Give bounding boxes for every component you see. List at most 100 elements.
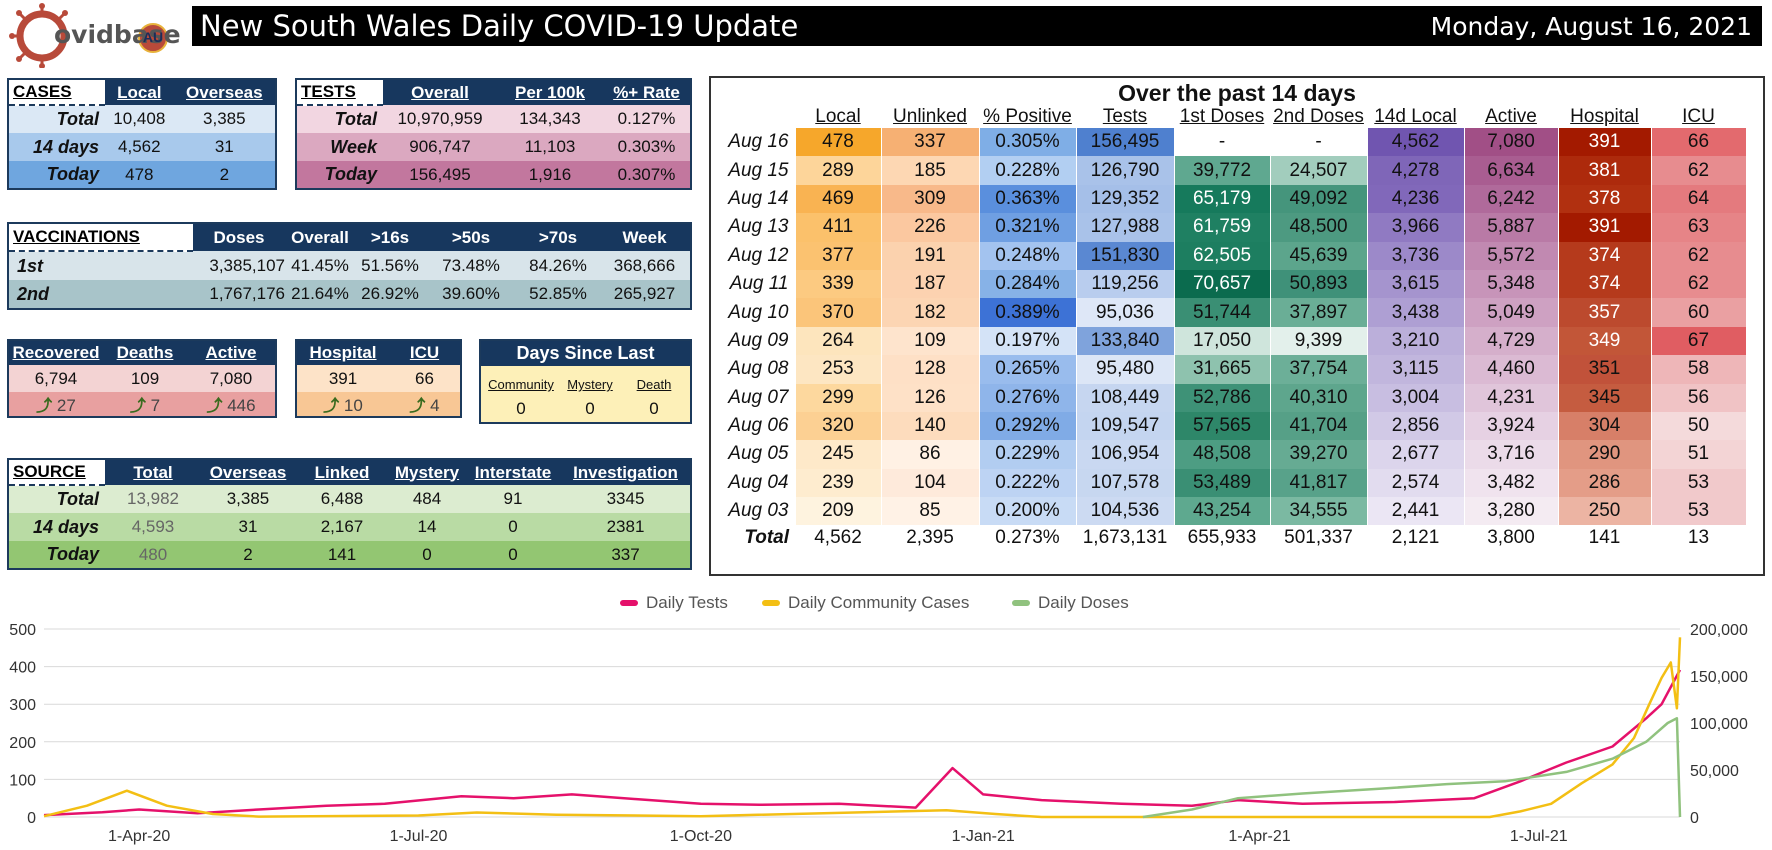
past-14-cell: 304 [1558, 411, 1652, 441]
past-14-cell: 187 [881, 269, 980, 299]
past-14-cell: 129,352 [1076, 184, 1175, 214]
past-14-cell: 309 [881, 184, 980, 214]
logo: ovidbase AU [8, 2, 181, 69]
past-14-cell: 374 [1558, 269, 1652, 299]
past-14-cell: 109,547 [1076, 411, 1175, 441]
x-tick-label: 1-Apr-20 [108, 828, 170, 845]
past-14-cell: 108,449 [1076, 383, 1175, 412]
past-14-cell: 104,536 [1076, 497, 1175, 526]
past-14-date: Aug 04 [711, 468, 796, 498]
past-14-date: Aug 09 [711, 326, 796, 356]
past-14-cell: 151,830 [1076, 241, 1175, 270]
past-14-cell: 191 [881, 241, 980, 270]
past-14-cell: 52,786 [1174, 383, 1271, 412]
past-14-cell: 119,256 [1076, 269, 1175, 299]
past-14-cell: 182 [881, 298, 980, 327]
past-14-cell: 133,840 [1076, 326, 1175, 356]
past-14-cell: 0.321% [979, 213, 1077, 242]
past-14-col-6: 14d Local [1374, 105, 1457, 127]
past-14-cell: 337 [881, 128, 980, 157]
past-14-cell: 41,817 [1270, 468, 1368, 498]
past-14-row: Aug 16 478 337 0.305% 156,495- -4,562 7,080 391… [711, 128, 1747, 157]
past-14-cell: 3,966 [1367, 213, 1465, 242]
series-line-2 [1142, 717, 1682, 819]
past-14-cell: 128 [881, 355, 980, 384]
right-tick-label: 0 [1690, 810, 1699, 827]
past-14-col-9: ICU [1682, 105, 1715, 127]
past-14-cell: 290 [1558, 440, 1652, 469]
vaccinations-title: VACCINATIONS [8, 223, 193, 252]
past-14-date: Aug 05 [711, 440, 796, 469]
past-14-cell: 65,179 [1174, 184, 1271, 214]
past-14-cell: 245 [795, 440, 882, 469]
past-14-row: Aug 11 339 187 0.284% 119,256 70,657 50,893 3,6… [711, 269, 1747, 299]
past-14-cell: - [1270, 128, 1368, 157]
past-14-cell: 67 [1651, 326, 1747, 356]
past-14-cell: 3,924 [1464, 411, 1559, 441]
past-14-cell: 62 [1651, 269, 1747, 299]
legend-label: Daily Tests [646, 593, 728, 612]
past-14-cell: 107,578 [1076, 468, 1175, 498]
past-14-cell: 351 [1558, 355, 1652, 384]
past-14-cell: 4,236 [1367, 184, 1465, 214]
past-14-cell: 39,772 [1174, 156, 1271, 185]
past-14-cell: 374 [1558, 241, 1652, 270]
past-14-cell: 391 [1558, 213, 1652, 242]
past-14-cell: 0.229% [979, 440, 1077, 469]
x-tick-label: 1-Jul-20 [390, 828, 448, 845]
past-14-cell: 5,572 [1464, 241, 1559, 270]
past-14-cell: 127,988 [1076, 213, 1175, 242]
vaccinations-row-2nd: 2nd 1,767,176 21.64% 26.92% 39.60% 52.85… [8, 280, 691, 309]
past-14-row: Aug 09 264 109 0.197% 133,840 17,050 9,399 3,21… [711, 326, 1747, 356]
past-14-cell: 37,754 [1270, 355, 1368, 384]
past-14-cell: 95,480 [1076, 355, 1175, 384]
past-14-date: Aug 07 [711, 383, 796, 412]
past-14-cell: 286 [1558, 468, 1652, 498]
tests-row-week: Week 906,747 11,103 0.303% [296, 133, 691, 161]
past-14-cell: 0.197% [979, 326, 1077, 356]
past-14-cell: 377 [795, 241, 882, 270]
past-14-cell: 0.284% [979, 269, 1077, 299]
hospital-table: Hospital ICU 391 66 ⤴ 10 ⤴ 4 [295, 339, 462, 418]
past-14-cell: 370 [795, 298, 882, 327]
past-14-cell: 239 [795, 468, 882, 498]
left-tick-label: 0 [27, 810, 36, 827]
past-14-total-cell: 13 [1687, 527, 1710, 549]
past-14-cell: 4,231 [1464, 383, 1559, 412]
past-14-cell: 3,438 [1367, 298, 1465, 327]
series-line-0 [43, 669, 1682, 817]
right-tick-label: 100,000 [1690, 716, 1748, 733]
x-tick-label: 1-Jul-21 [1510, 828, 1568, 845]
past-14-cell: 86 [881, 440, 980, 469]
virus-icon [9, 3, 168, 69]
past-14-total-cell: 501,337 [1284, 527, 1353, 549]
legend-swatch [1012, 600, 1030, 606]
past-14-cell: 3,615 [1367, 269, 1465, 299]
past-14-cell: 109 [881, 326, 980, 356]
past-14-cell: 62,505 [1174, 241, 1271, 270]
past-14-cell: 299 [795, 383, 882, 412]
past-14-cell: 4,562 [1367, 128, 1465, 157]
left-tick-label: 400 [9, 660, 36, 677]
past-14-cell: - [1174, 128, 1271, 157]
left-tick-label: 200 [9, 735, 36, 752]
past-14-col-0: Local [815, 105, 861, 127]
past-14-row: Aug 06 320 140 0.292% 109,547 57,565 41,704 2,8… [711, 411, 1747, 441]
series-line-1 [43, 637, 1682, 819]
left-tick-label: 300 [9, 697, 36, 714]
past-14-cell: 0.200% [979, 497, 1077, 526]
trend-up-icon: ⤴ [206, 398, 223, 415]
past-14-cell: 3,280 [1464, 497, 1559, 526]
source-title: SOURCE [8, 459, 105, 486]
past-14-corner [711, 105, 795, 128]
past-14-cell: 95,036 [1076, 298, 1175, 327]
past-14-date: Aug 06 [711, 411, 796, 441]
past-14-cell: 320 [795, 411, 882, 441]
past-14-col-7: Active [1485, 105, 1537, 127]
past-14-total-cell: 655,933 [1187, 527, 1257, 549]
cases-col-local: Local [105, 79, 174, 105]
past-14-col-8: Hospital [1570, 105, 1639, 127]
past-14-cell: 469 [795, 184, 882, 214]
past-14-cell: 4,729 [1464, 326, 1559, 356]
tests-title: TESTS [296, 79, 383, 106]
